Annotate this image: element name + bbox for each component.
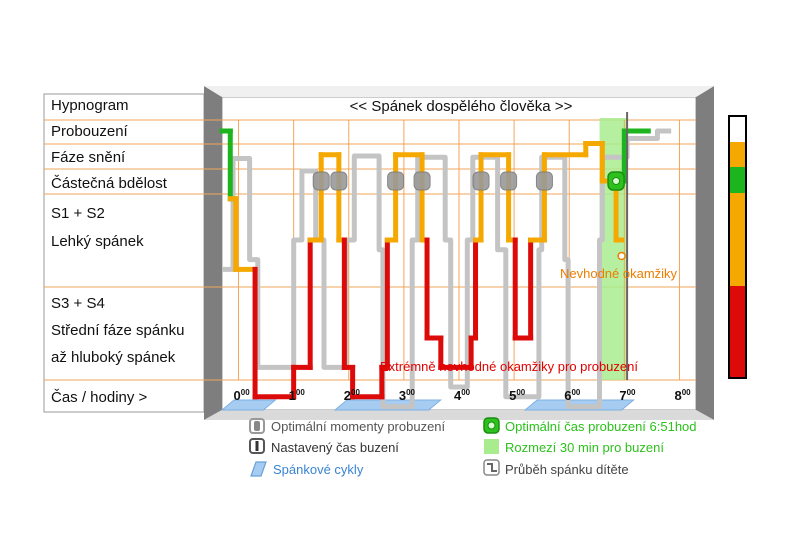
row-label-time: Čas / hodiny >: [51, 389, 148, 406]
child-sleep-line: [222, 128, 672, 410]
legend-item-cycles: Spánkové cykly: [250, 461, 364, 477]
cycle-icon: [250, 461, 267, 477]
frame-bottom: [204, 410, 714, 420]
child-sleep-series: [222, 128, 672, 410]
legend-item-optimal-time: Optimální čas probuzení 6:51hod: [483, 417, 697, 434]
row-label-s1-s2: S1 + S2: [51, 205, 105, 222]
bad-moment-marker: [617, 251, 626, 261]
row-labels: Hypnogram Probouzení Fáze snění Částečná…: [51, 97, 184, 406]
legend-alarm-text: Nastavený čas buzení: [271, 440, 399, 455]
sleep-cycle-band: [220, 399, 277, 411]
annotation-bad-moments: Nevhodné okamžiky: [560, 266, 678, 281]
row-label-awakening: Probouzení: [51, 123, 129, 140]
frame-top: [204, 86, 714, 97]
frame-right: [696, 86, 714, 420]
legend-item-child: Průběh spánku dítěte: [483, 459, 629, 477]
legend-cycles-text: Spánkové cykly: [273, 462, 364, 477]
adult-sleep-series: [219, 128, 651, 400]
row-label-s3-s4: S3 + S4: [51, 295, 105, 312]
wake-markers: [312, 112, 629, 380]
stage-color-bar: [728, 115, 747, 379]
row-label-dreaming: Fáze snění: [51, 149, 126, 166]
optimal-moment-marker: [472, 171, 490, 191]
row-label-light-sleep: Lehký spánek: [51, 233, 144, 250]
legend-optimal-time-text: Optimální čas probuzení 6:51hod: [505, 419, 697, 434]
legend-optimal-moments-text: Optimální momenty probuzení: [271, 419, 446, 434]
sleep-cycles-strip: [220, 399, 635, 411]
legend-window-text: Rozmezí 30 min pro buzení: [505, 440, 664, 455]
legend: Optimální momenty probuzení Optimální ča…: [249, 417, 697, 477]
annotation-extreme-moments: Extrémně nevhodné okamžiky pro probuzení: [380, 359, 638, 374]
green-box-icon: [484, 439, 499, 454]
label-panel: [43, 93, 205, 413]
optimal-moment-marker: [500, 171, 518, 191]
legend-child-text: Průběh spánku dítěte: [505, 462, 629, 477]
optimal-moment-marker: [535, 171, 553, 191]
chart-title: << Spánek dospělého člověka >>: [350, 98, 573, 115]
row-label-middle-phase: Střední fáze spánku: [51, 322, 184, 339]
row-label-hypnogram: Hypnogram: [51, 97, 129, 114]
row-label-deep-sleep: až hluboký spánek: [51, 349, 176, 366]
legend-item-window: Rozmezí 30 min pro buzení: [484, 439, 664, 455]
optimal-moment-marker: [330, 171, 348, 191]
optimal-moment-marker: [413, 171, 431, 191]
optimal-moment-marker: [387, 171, 405, 191]
frame-left: [204, 86, 222, 420]
green-ring-icon: [483, 417, 500, 434]
row-label-partial-wake: Částečná bdělost: [51, 175, 168, 192]
grey-pill-icon: [249, 418, 265, 434]
legend-item-alarm: Nastavený čas buzení: [249, 438, 399, 455]
child-path-icon: [483, 459, 500, 476]
alarm-marker-icon: [249, 438, 265, 454]
optimal-wake-dot: [612, 177, 621, 185]
legend-item-optimal-moments: Optimální momenty probuzení: [249, 418, 446, 434]
optimal-moment-marker: [312, 171, 330, 191]
